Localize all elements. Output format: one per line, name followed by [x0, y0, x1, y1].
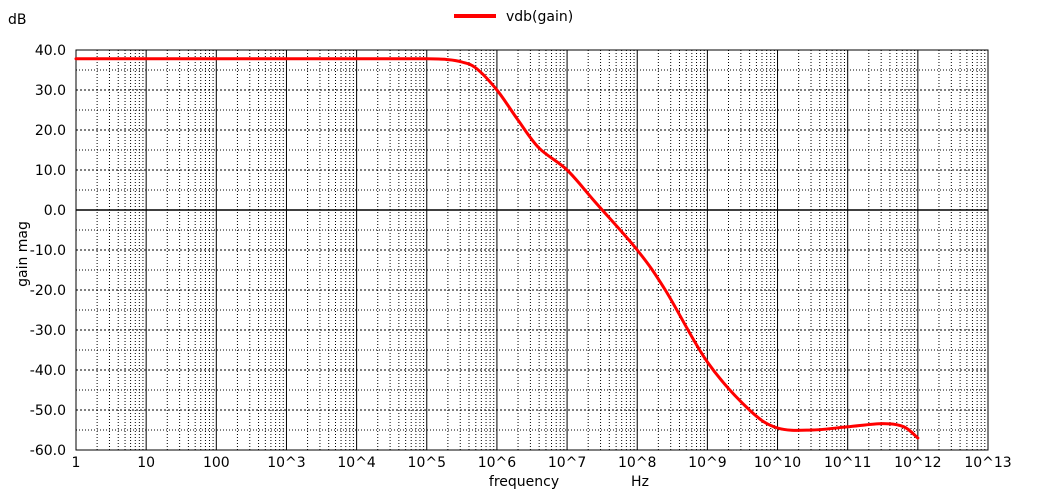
- x-tick-label: 10^6: [478, 455, 517, 471]
- y-tick-label: 10.0: [35, 163, 66, 179]
- x-tick-label: 10^9: [688, 455, 726, 471]
- x-tick-label: 10^12: [894, 455, 941, 471]
- series-layer: [74, 57, 920, 440]
- plot-frame: [75, 49, 989, 451]
- y-tick-label: -60.0: [30, 443, 66, 459]
- y-tick-label: 40.0: [35, 43, 66, 59]
- y-tick-label: -10.0: [30, 243, 66, 259]
- x-tick-label: 10^4: [337, 455, 376, 471]
- y-tick-labels: 40.0 30.0 20.0 10.0 0.0 -10.0 -20.0 -30.0 -40.0 -…: [30, 43, 66, 459]
- x-tick-label: 100: [203, 455, 230, 471]
- y-tick-label: -50.0: [30, 403, 66, 419]
- minor-grid: [76, 50, 988, 450]
- x-tick-label: 1: [72, 455, 81, 471]
- y-tick-label: -20.0: [30, 283, 66, 299]
- legend[interactable]: vdb(gain): [454, 9, 573, 25]
- y-tick-label: 20.0: [35, 123, 66, 139]
- y-tick-label: 0.0: [44, 203, 66, 219]
- y-tick-label: 30.0: [35, 83, 66, 99]
- y-tick-label: -40.0: [30, 363, 66, 379]
- x-tick-label: 10^11: [824, 455, 871, 471]
- x-tick-label: 10^5: [408, 455, 446, 471]
- x-unit-label: Hz: [631, 474, 649, 490]
- x-tick-label: 10^7: [548, 455, 586, 471]
- x-tick-label: 10^10: [754, 455, 801, 471]
- x-tick-label: 10^13: [964, 455, 1011, 471]
- y-unit-label: dB: [8, 12, 27, 28]
- y-tick-label: -30.0: [30, 323, 66, 339]
- series-line-vdb-gain: [74, 57, 920, 440]
- x-tick-labels: 1 10 100 10^3 10^4 10^5 10^6 10^7 10^8 10^9 10^10 1…: [72, 455, 1012, 471]
- x-tick-label: 10^8: [618, 455, 656, 471]
- y-axis-label: gain mag: [15, 221, 31, 287]
- x-tick-label: 10^3: [267, 455, 305, 471]
- x-axis-label: frequency: [489, 474, 559, 490]
- legend-label: vdb(gain): [506, 9, 573, 25]
- x-tick-label: 10: [137, 455, 155, 471]
